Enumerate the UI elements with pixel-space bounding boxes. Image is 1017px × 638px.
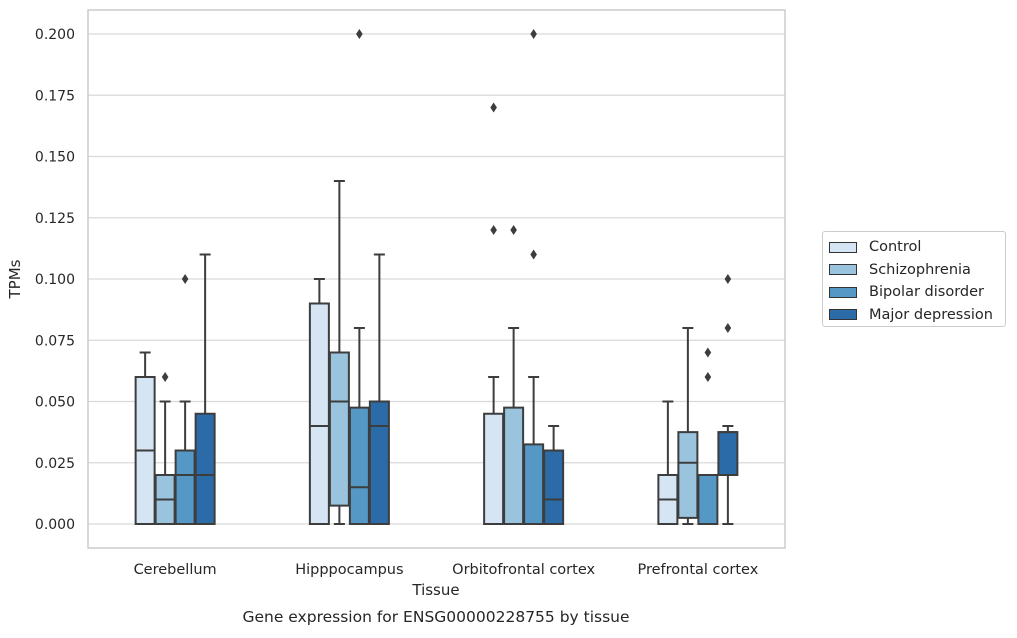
box-schizophrenia bbox=[154, 372, 176, 525]
y-axis-label: TPMs bbox=[6, 259, 24, 299]
legend-swatch bbox=[829, 309, 857, 321]
y-tick-label: 0.025 bbox=[35, 456, 75, 472]
box-major-depression bbox=[368, 253, 390, 525]
box-iqr bbox=[543, 449, 565, 525]
box-iqr bbox=[328, 351, 350, 507]
chart-title: Gene expression for ENSG00000228755 by t… bbox=[242, 608, 629, 626]
legend-label: Major depression bbox=[869, 306, 993, 323]
box-schizophrenia bbox=[503, 225, 525, 525]
plot-frame bbox=[87, 9, 786, 549]
outlier-point bbox=[724, 323, 732, 333]
outlier-point bbox=[181, 274, 189, 284]
x-axis-label: Tissue bbox=[411, 581, 459, 599]
box-control bbox=[657, 400, 679, 525]
box-iqr bbox=[697, 474, 719, 525]
box-iqr bbox=[308, 302, 330, 525]
box-iqr bbox=[194, 412, 216, 525]
legend-swatch bbox=[829, 241, 857, 253]
outlier-point bbox=[530, 29, 537, 39]
x-tick-label: Orbitofrontal cortex bbox=[452, 562, 595, 578]
legend-label: Bipolar disorder bbox=[869, 284, 984, 301]
outlier-point bbox=[724, 274, 732, 284]
outlier-point bbox=[704, 347, 712, 358]
box-bipolar-disorder bbox=[523, 29, 545, 525]
outlier-point bbox=[530, 249, 537, 260]
box-iqr bbox=[523, 443, 545, 525]
box-control bbox=[483, 102, 505, 525]
legend-swatch bbox=[829, 264, 857, 276]
y-tick-label: 0.150 bbox=[35, 150, 75, 166]
box-iqr bbox=[483, 412, 505, 525]
y-tick-label: 0.175 bbox=[35, 88, 75, 104]
box-iqr bbox=[348, 406, 370, 525]
box-major-depression bbox=[194, 253, 216, 525]
legend-swatch bbox=[829, 286, 857, 298]
legend-item: Bipolar disorder bbox=[829, 281, 1005, 304]
x-tick-label: Prefrontal cortex bbox=[637, 562, 758, 578]
box-bipolar-disorder bbox=[697, 347, 719, 525]
box-iqr bbox=[677, 431, 699, 519]
legend: Control Schizophrenia Bipolar disorder Majo… bbox=[822, 231, 1006, 327]
x-tick-label: Hipppocampus bbox=[295, 562, 403, 578]
box-schizophrenia bbox=[328, 180, 350, 525]
x-tick-label: Cerebellum bbox=[134, 562, 217, 578]
outlier-point bbox=[704, 372, 712, 382]
outlier-point bbox=[490, 102, 497, 113]
y-tick-label: 0.100 bbox=[35, 272, 75, 288]
box-series bbox=[134, 29, 739, 525]
legend-item: Schizophrenia bbox=[829, 259, 1005, 282]
legend-item: Major depression bbox=[829, 304, 1005, 327]
outlier-point bbox=[510, 225, 517, 235]
y-tick-label: 0.200 bbox=[35, 27, 75, 43]
y-tick-label: 0.125 bbox=[35, 211, 75, 227]
box-iqr bbox=[503, 406, 525, 525]
box-iqr bbox=[368, 400, 390, 525]
y-tick-labels: 0.000 0.025 0.050 0.075 0.100 0.125 0.150 0.175… bbox=[35, 27, 75, 533]
outlier-point bbox=[356, 29, 363, 39]
box-control bbox=[308, 278, 330, 525]
box-control bbox=[134, 351, 156, 525]
y-tick-label: 0.050 bbox=[35, 395, 75, 411]
box-iqr bbox=[174, 449, 196, 525]
outlier-point bbox=[490, 225, 497, 235]
box-bipolar-disorder bbox=[174, 274, 196, 525]
legend-label: Schizophrenia bbox=[869, 261, 971, 278]
box-iqr bbox=[717, 431, 739, 476]
y-tick-label: 0.000 bbox=[35, 517, 75, 533]
outlier-point bbox=[161, 372, 169, 382]
legend-item: Control bbox=[829, 236, 1005, 259]
legend-label: Control bbox=[869, 239, 922, 256]
box-major-depression bbox=[543, 425, 565, 525]
y-tick-label: 0.075 bbox=[35, 333, 75, 349]
box-bipolar-disorder bbox=[348, 29, 370, 525]
box-major-depression bbox=[717, 274, 739, 525]
box-schizophrenia bbox=[677, 327, 699, 525]
x-tick-labels: Cerebellum Hipppocampus Orbitofrontal cort… bbox=[134, 562, 759, 578]
